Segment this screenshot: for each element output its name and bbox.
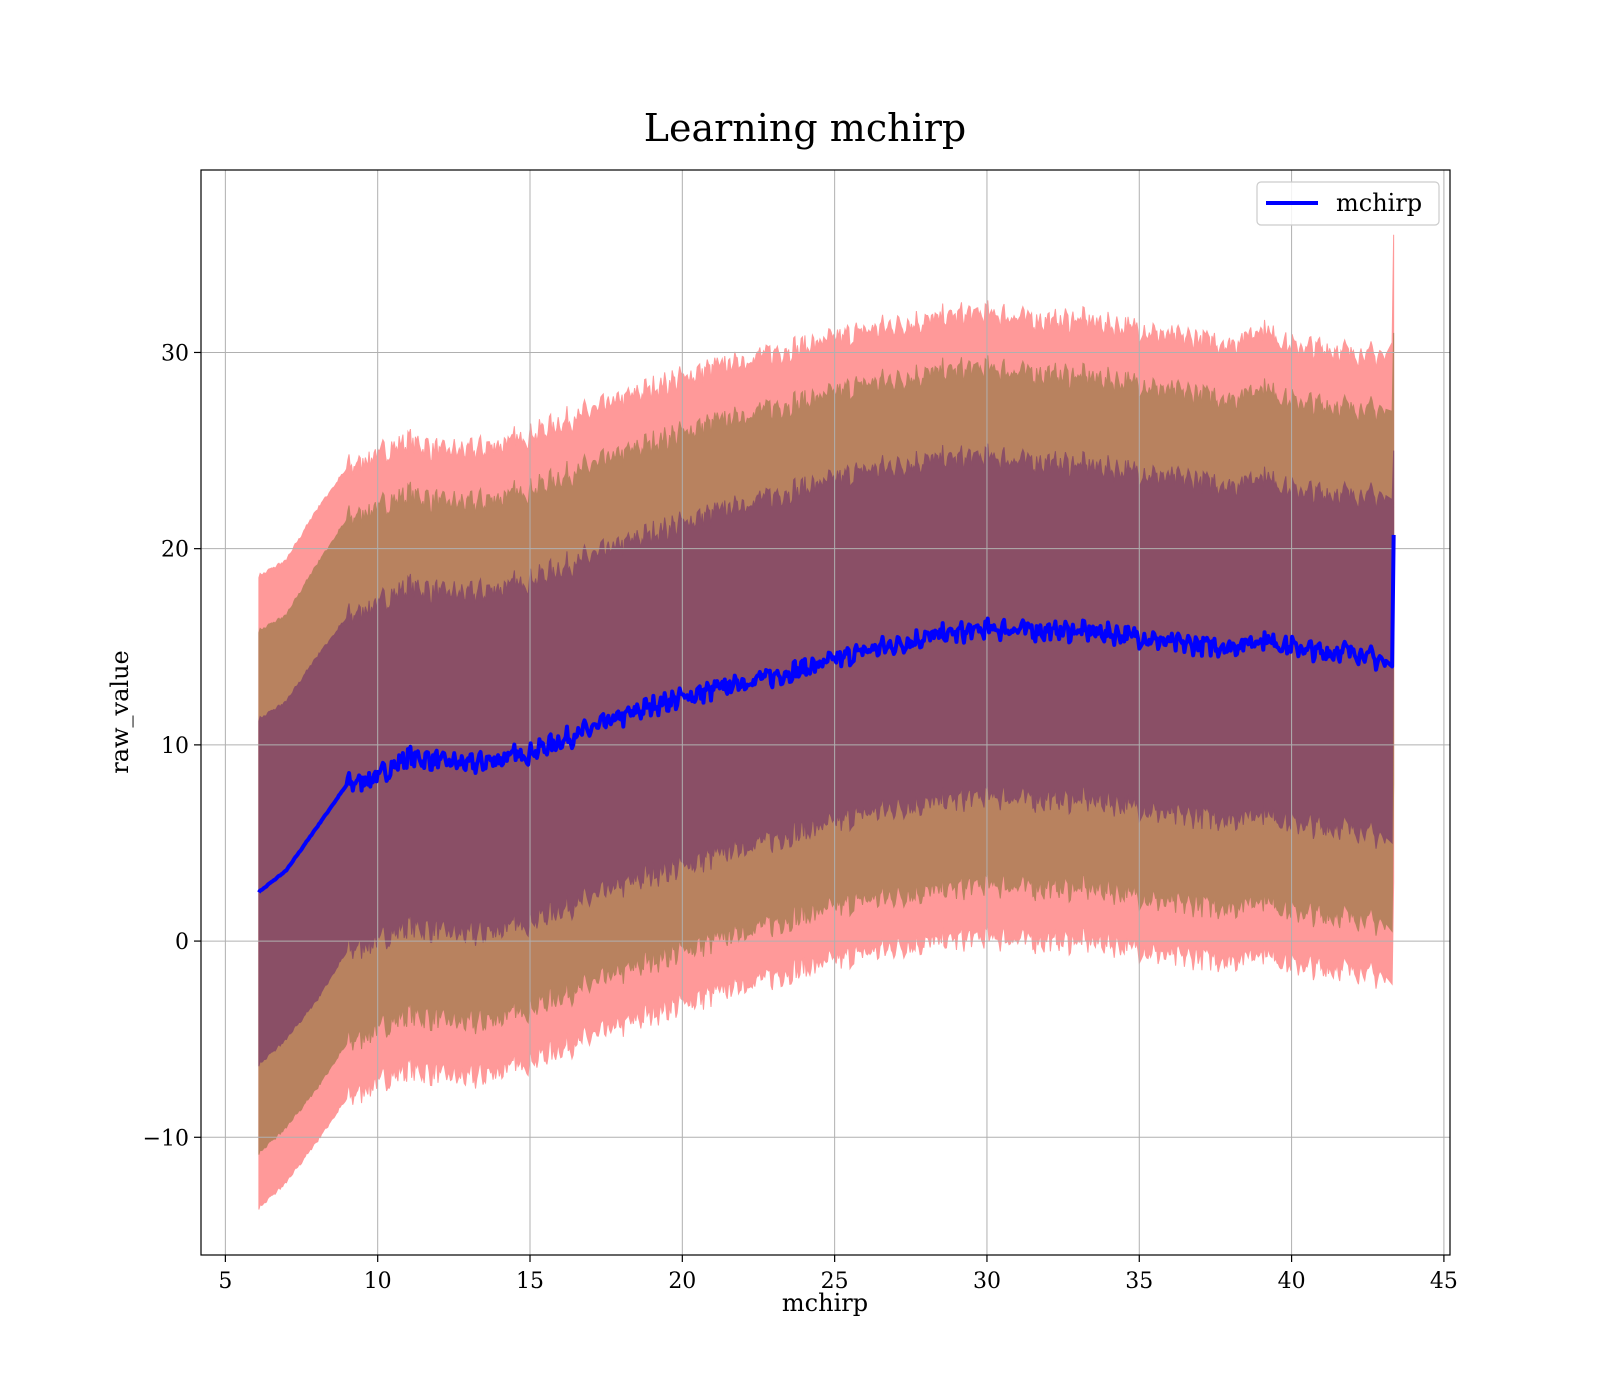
series-line-mchirp: [257, 534, 1396, 894]
y-axis-ticks: −10 0 10 20 30: [143, 341, 201, 1151]
y-tick-label: 10: [161, 734, 189, 759]
series-lines: [257, 534, 1396, 894]
y-tick-label: 20: [161, 538, 189, 563]
legend-box: [1256, 181, 1440, 226]
legend: mchirp: [1256, 181, 1440, 226]
x-tick-label: 10: [364, 1269, 392, 1294]
x-axis-ticks: 5 10 15 20 25 30 35 40 45: [218, 1255, 1458, 1294]
y-tick-label: 30: [161, 341, 189, 366]
x-tick-label: 45: [1430, 1269, 1458, 1294]
x-axis-label: mchirp: [782, 1289, 868, 1317]
x-tick-label: 15: [516, 1269, 544, 1294]
x-tick-label: 20: [668, 1269, 696, 1294]
x-tick-label: 5: [218, 1269, 232, 1294]
y-axis-label: raw_value: [106, 650, 134, 774]
y-tick-label: 0: [175, 930, 189, 955]
y-tick-label: −10: [143, 1126, 189, 1151]
x-tick-label: 35: [1125, 1269, 1153, 1294]
confidence-bands: [258, 234, 1395, 1210]
x-tick-label: 30: [973, 1269, 1001, 1294]
x-tick-label: 40: [1278, 1269, 1306, 1294]
legend-entry-mchirp: mchirp: [1336, 189, 1422, 217]
chart-title: Learning mchirp: [644, 106, 966, 150]
grid: [201, 170, 1450, 1255]
plot-frame: [200, 169, 1451, 1256]
plot-area: [201, 170, 1450, 1255]
x-tick-label: 25: [821, 1269, 849, 1294]
